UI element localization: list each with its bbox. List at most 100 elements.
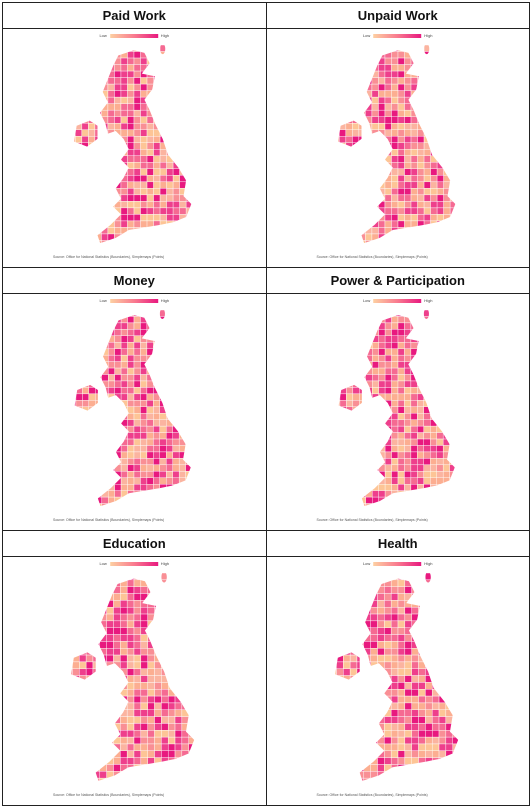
region — [337, 83, 340, 91]
region — [404, 233, 411, 241]
region — [108, 380, 116, 388]
region — [120, 757, 128, 765]
region — [161, 579, 169, 587]
region — [449, 57, 456, 65]
region — [456, 349, 462, 355]
region — [161, 682, 169, 690]
region — [134, 750, 142, 758]
region — [378, 374, 386, 382]
region — [166, 445, 174, 453]
region — [365, 503, 373, 507]
region — [114, 374, 122, 382]
region — [352, 432, 360, 440]
region — [383, 654, 392, 663]
region — [417, 214, 425, 222]
region — [371, 354, 379, 362]
region — [108, 451, 116, 459]
region — [75, 387, 83, 395]
region — [114, 348, 122, 356]
region — [168, 620, 176, 628]
region — [336, 586, 344, 594]
region — [423, 77, 431, 85]
region — [188, 750, 195, 758]
region — [153, 45, 161, 52]
region — [193, 130, 200, 137]
region — [88, 214, 96, 222]
region — [436, 109, 444, 117]
region — [391, 354, 398, 362]
region — [153, 214, 161, 222]
region — [358, 445, 366, 453]
region — [159, 432, 167, 440]
region — [188, 730, 195, 738]
legend-bar — [109, 298, 158, 303]
region — [363, 620, 371, 628]
region — [390, 613, 398, 622]
region — [429, 342, 437, 349]
region — [153, 155, 161, 163]
region — [196, 600, 203, 607]
region — [127, 90, 135, 98]
region — [459, 614, 466, 621]
region — [75, 168, 83, 176]
region — [397, 162, 405, 170]
region — [443, 90, 451, 98]
region — [159, 477, 167, 485]
region — [397, 400, 405, 407]
region — [179, 374, 187, 382]
region — [114, 458, 122, 466]
region — [160, 70, 168, 78]
region — [140, 503, 148, 507]
region — [391, 168, 398, 176]
region — [456, 175, 463, 182]
region — [79, 573, 87, 581]
region — [436, 51, 444, 59]
region — [456, 368, 462, 374]
region — [101, 57, 109, 65]
region — [93, 709, 101, 717]
region — [74, 64, 76, 72]
region — [86, 750, 94, 758]
region — [94, 207, 102, 215]
region — [154, 723, 162, 731]
header-row: Paid Work Unpaid Work — [2, 2, 530, 29]
region — [338, 57, 346, 65]
region — [71, 702, 73, 710]
region — [106, 689, 114, 697]
region — [339, 400, 347, 407]
region — [334, 689, 337, 697]
region — [459, 669, 466, 676]
region — [418, 668, 426, 676]
region — [391, 116, 398, 124]
region — [193, 78, 200, 85]
region — [423, 322, 431, 330]
region — [75, 129, 83, 137]
region — [79, 600, 87, 608]
region — [134, 201, 141, 209]
region — [456, 394, 462, 400]
region — [442, 477, 450, 485]
region — [449, 240, 456, 244]
region — [106, 723, 114, 731]
region — [378, 207, 385, 215]
region — [106, 771, 114, 779]
region — [436, 136, 444, 143]
region — [159, 367, 167, 375]
region — [424, 675, 433, 683]
region — [352, 413, 360, 420]
region — [459, 607, 466, 614]
region — [339, 483, 347, 491]
region — [356, 641, 364, 649]
region — [168, 736, 176, 745]
region — [430, 175, 438, 183]
region — [339, 425, 347, 433]
region — [356, 634, 364, 642]
region — [449, 90, 456, 98]
region — [101, 387, 109, 395]
region — [79, 586, 87, 594]
region — [370, 757, 378, 765]
region — [140, 70, 148, 78]
region — [358, 90, 366, 98]
region — [106, 573, 114, 581]
region — [370, 668, 378, 676]
